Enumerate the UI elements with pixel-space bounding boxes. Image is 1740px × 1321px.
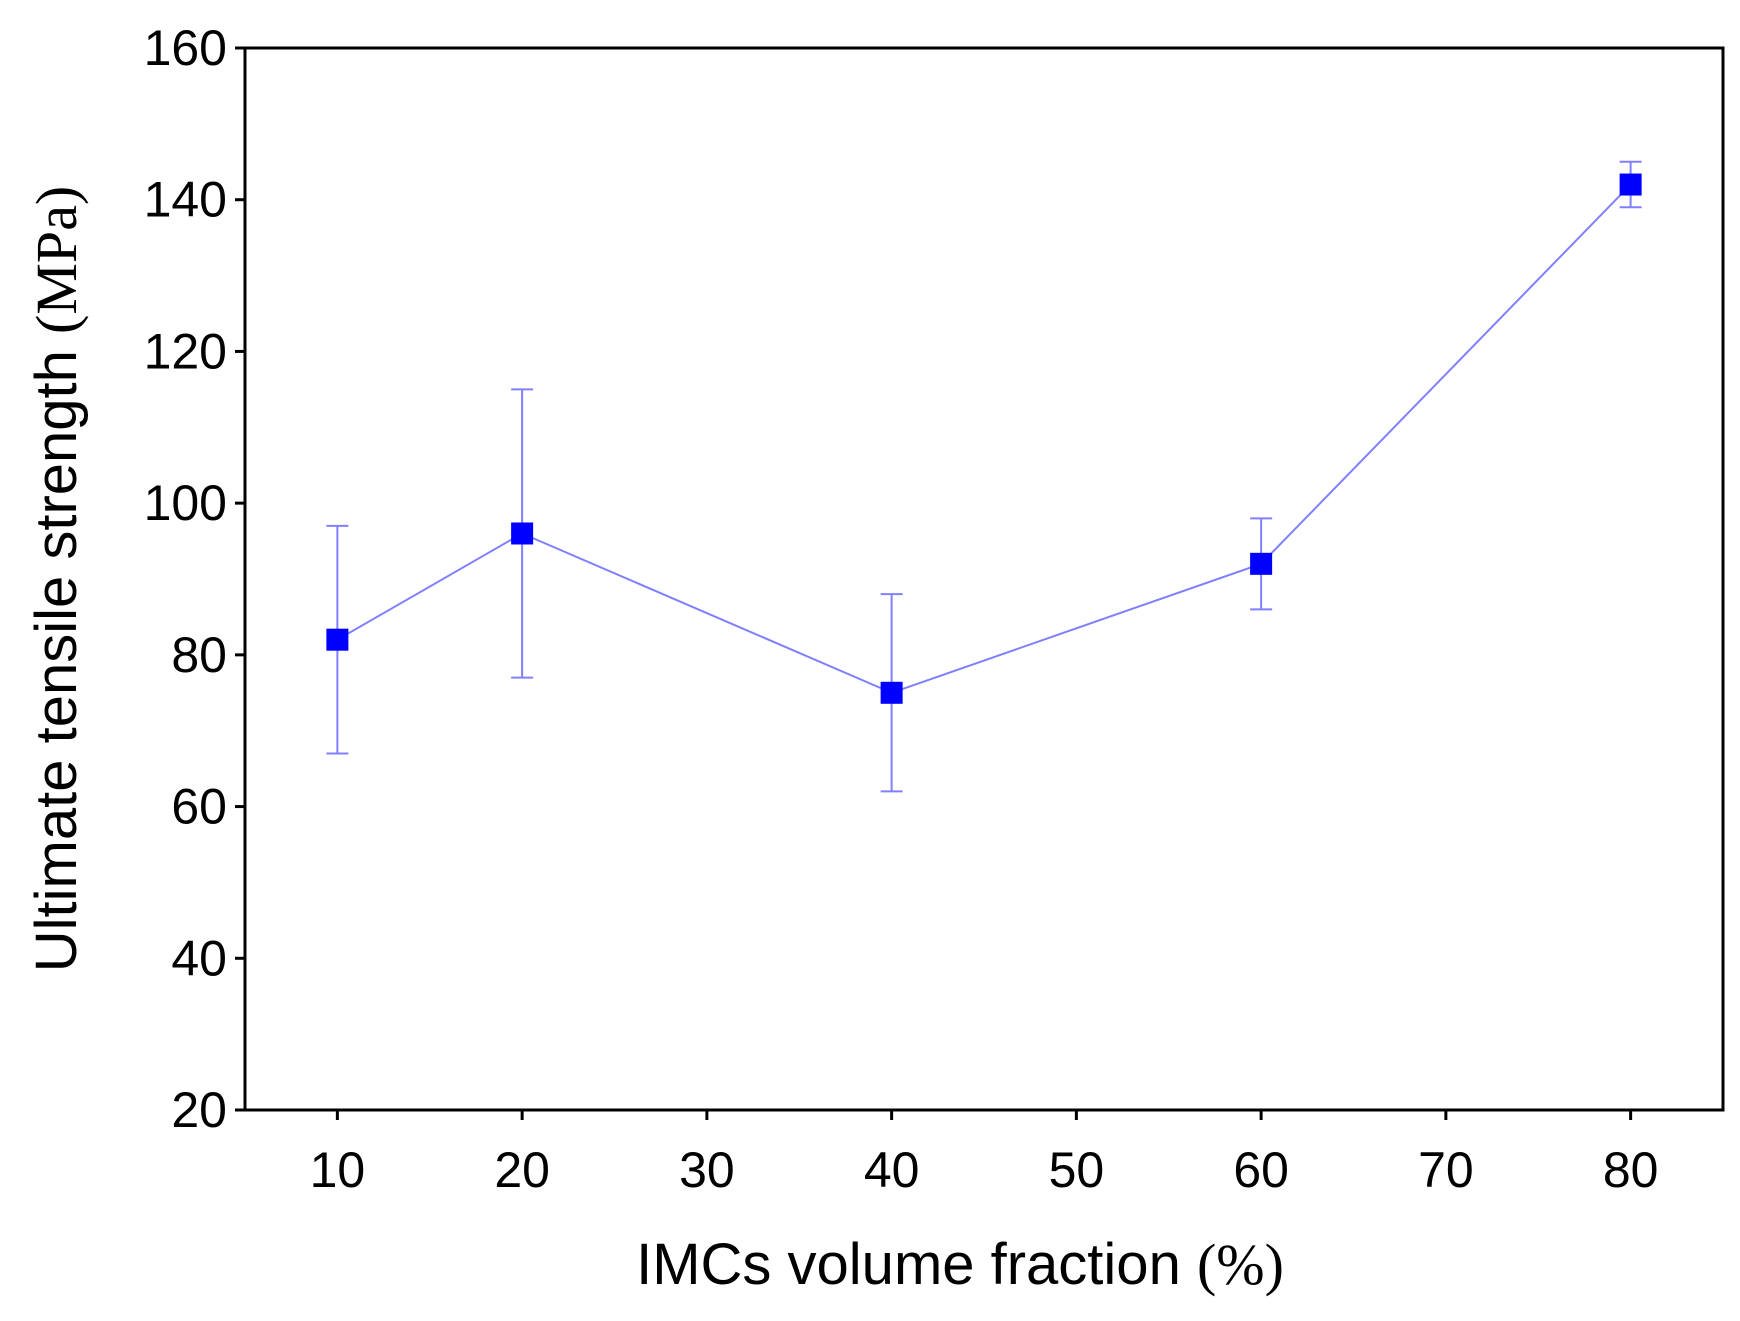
y-axis-label: Ultimate tensile strength (MPa)	[24, 186, 89, 973]
x-axis-label: IMCs volume fraction (%)	[636, 1232, 1284, 1297]
y-tick-label: 20	[171, 1082, 227, 1138]
x-tick-label: 60	[1233, 1142, 1289, 1198]
data-series	[326, 160, 1642, 793]
y-axis-label-main: Ultimate tensile strength	[24, 334, 89, 972]
x-tick-label: 40	[864, 1142, 920, 1198]
y-tick-label: 40	[171, 930, 227, 986]
x-axis: 10 20 30 40 50 60 70 80	[310, 1110, 1659, 1198]
plot-area-frame	[243, 46, 1725, 1112]
y-tick-label: 60	[171, 779, 227, 835]
data-point-marker	[880, 681, 903, 704]
x-tick-label: 30	[679, 1142, 735, 1198]
x-tick-label: 10	[310, 1142, 366, 1198]
y-axis-label-unit: (MPa)	[24, 186, 89, 334]
y-axis: 20 40 60 80 100 120 140 160	[144, 20, 245, 1138]
y-tick-label: 80	[171, 627, 227, 683]
data-point-marker	[326, 628, 349, 651]
x-tick-label: 20	[494, 1142, 550, 1198]
x-tick-label: 70	[1418, 1142, 1474, 1198]
x-tick-label: 50	[1049, 1142, 1105, 1198]
y-tick-label: 140	[144, 172, 227, 228]
x-tick-label: 80	[1603, 1142, 1659, 1198]
y-tick-label: 160	[144, 20, 227, 76]
data-point-marker	[1619, 173, 1642, 196]
x-axis-label-unit: (%)	[1197, 1232, 1284, 1297]
y-tick-label: 100	[144, 475, 227, 531]
data-point-marker	[1250, 552, 1273, 575]
y-tick-label: 120	[144, 323, 227, 379]
x-axis-label-main: IMCs volume fraction	[636, 1232, 1197, 1297]
data-point-marker	[511, 522, 534, 545]
